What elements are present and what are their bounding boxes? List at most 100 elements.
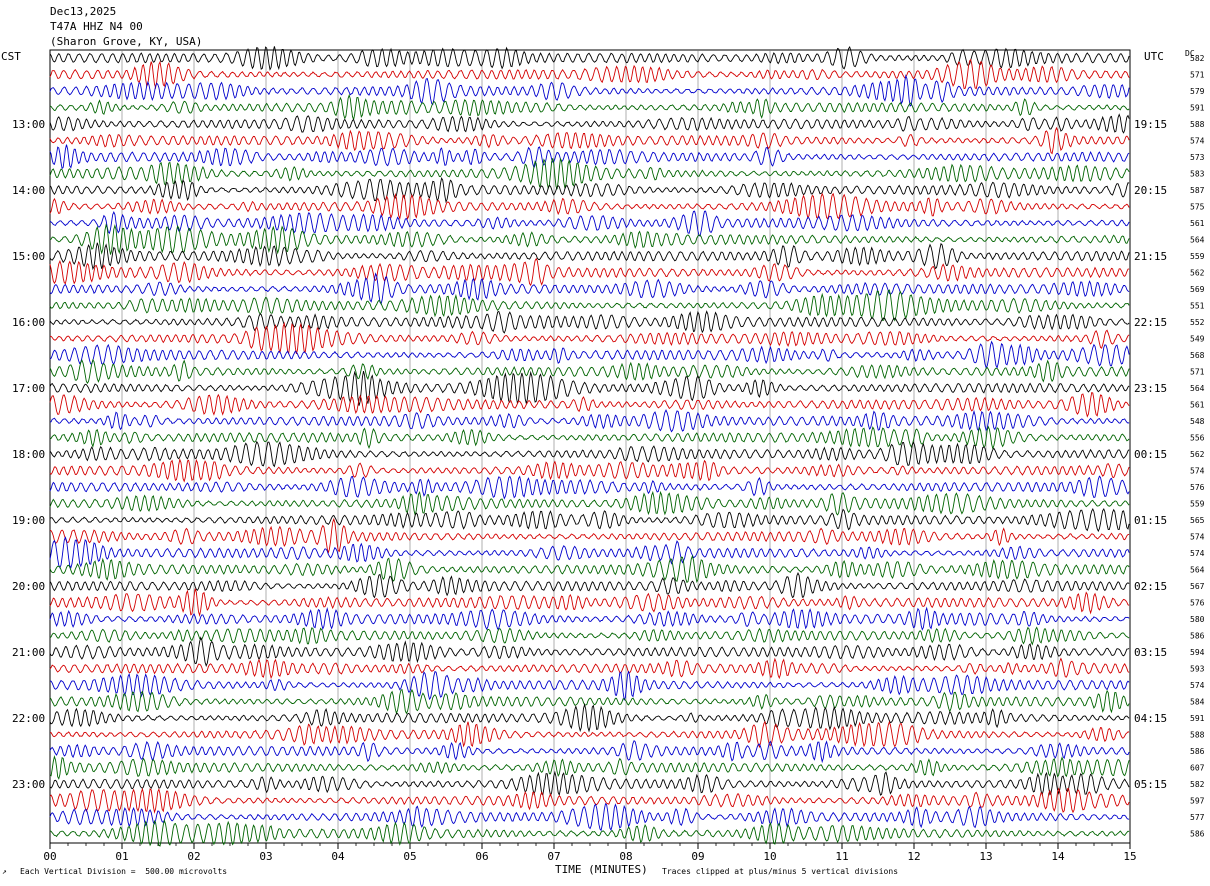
trace-row: [49, 257, 1130, 287]
dc-offset-value: 582: [1190, 54, 1205, 63]
dc-offset-value: 564: [1190, 384, 1205, 393]
trace-row: [49, 626, 1130, 646]
dc-offset-value: 559: [1190, 500, 1205, 509]
trace-row: [49, 739, 1130, 764]
trace-row: [49, 490, 1130, 516]
dc-offset-value: 561: [1190, 219, 1205, 228]
trace-row: [49, 192, 1130, 221]
trace-row: [49, 588, 1130, 617]
x-tick-label: 10: [763, 850, 776, 863]
location-label: (Sharon Grove, KY, USA): [50, 35, 203, 48]
x-tick-label: 14: [1051, 850, 1065, 863]
dc-offset-value: 587: [1190, 186, 1205, 195]
left-time-label: 13:00: [12, 118, 45, 131]
right-time-label: 20:15: [1134, 184, 1167, 197]
dc-offset-value: 565: [1190, 516, 1205, 525]
trace-row: [49, 289, 1130, 322]
dc-offset-value: 579: [1190, 87, 1205, 96]
left-time-label: 14:00: [12, 184, 45, 197]
dc-offset-value: 551: [1190, 302, 1205, 311]
dc-offset-value: 573: [1190, 153, 1205, 162]
dc-offset-value: 569: [1190, 285, 1205, 294]
trace-row: [49, 440, 1130, 468]
trace-row: [49, 787, 1130, 814]
x-tick-label: 00: [43, 850, 56, 863]
trace-row: [49, 272, 1130, 306]
dc-offset-value: 571: [1190, 368, 1205, 377]
right-time-label: 00:15: [1134, 448, 1167, 461]
dc-offset-value: 571: [1190, 71, 1205, 80]
trace-row: [49, 606, 1130, 631]
x-tick-label: 09: [691, 850, 704, 863]
trace-row: [49, 458, 1130, 483]
x-tick-label: 08: [619, 850, 632, 863]
trace-row: [49, 321, 1130, 355]
right-axis-label: UTC: [1144, 50, 1164, 63]
trace-row: [49, 819, 1130, 847]
station-label: T47A HHZ N4 00: [50, 20, 143, 33]
x-tick-label: 12: [907, 850, 920, 863]
left-time-label: 23:00: [12, 778, 45, 791]
left-time-label: 18:00: [12, 448, 45, 461]
dc-offset-value: 559: [1190, 252, 1205, 261]
scale-note: Each Vertical Division = 500.00 microvol…: [20, 867, 228, 876]
trace-row: [49, 507, 1130, 533]
x-tick-label: 07: [547, 850, 560, 863]
right-time-label: 21:15: [1134, 250, 1167, 263]
trace-row: [49, 409, 1130, 433]
dc-offset-value: 576: [1190, 483, 1205, 492]
dc-offset-value: 568: [1190, 351, 1205, 360]
right-time-label: 01:15: [1134, 514, 1167, 527]
dc-offset-value: 593: [1190, 665, 1205, 674]
dc-offset-value: 582: [1190, 780, 1205, 789]
dc-offset-value: 548: [1190, 417, 1205, 426]
trace-row: [49, 340, 1130, 369]
dc-offset-value: 564: [1190, 236, 1205, 245]
dc-offset-value: 577: [1190, 813, 1205, 822]
trace-row: [49, 475, 1130, 500]
x-tick-label: 15: [1123, 850, 1136, 863]
right-time-label: 23:15: [1134, 382, 1167, 395]
trace-row: [49, 176, 1130, 204]
trace-row: [49, 58, 1130, 90]
trace-row: [49, 113, 1130, 134]
trace-row: [49, 358, 1130, 384]
trace-row: [49, 517, 1130, 555]
dc-offset-value: 574: [1190, 549, 1205, 558]
dc-offset-value: 584: [1190, 698, 1205, 707]
x-tick-label: 06: [475, 850, 488, 863]
left-time-label: 17:00: [12, 382, 45, 395]
dc-offset-value: 583: [1190, 170, 1205, 179]
trace-row: [49, 803, 1130, 832]
dc-offset-value: 574: [1190, 467, 1205, 476]
trace-row: [49, 536, 1130, 569]
trace-row: [49, 703, 1130, 733]
right-time-label: 19:15: [1134, 118, 1167, 131]
dc-offset-value: 562: [1190, 450, 1205, 459]
dc-offset-value: 575: [1190, 203, 1205, 212]
dc-offset-value: 588: [1190, 120, 1205, 129]
trace-row: [49, 223, 1130, 255]
dc-label: DC: [1185, 49, 1195, 58]
left-time-label: 15:00: [12, 250, 45, 263]
x-tick-label: 13: [979, 850, 992, 863]
clip-note: Traces clipped at plus/minus 5 vertical …: [662, 867, 899, 876]
dc-offset-value: 574: [1190, 137, 1205, 146]
trace-row: [49, 157, 1130, 190]
trace-row: [49, 370, 1130, 406]
trace-row: [49, 754, 1130, 780]
scale-icon: ↗: [2, 867, 7, 876]
x-tick-label: 04: [331, 850, 345, 863]
trace-row: [49, 770, 1130, 797]
trace-row: [49, 670, 1130, 702]
trace-row: [49, 720, 1130, 749]
right-time-label: 22:15: [1134, 316, 1167, 329]
x-tick-label: 01: [115, 850, 128, 863]
left-time-label: 21:00: [12, 646, 45, 659]
trace-row: [49, 657, 1130, 680]
trace-row: [49, 572, 1130, 599]
trace-row: [49, 688, 1130, 715]
x-tick-label: 03: [259, 850, 272, 863]
dc-offset-value: 574: [1190, 681, 1205, 690]
